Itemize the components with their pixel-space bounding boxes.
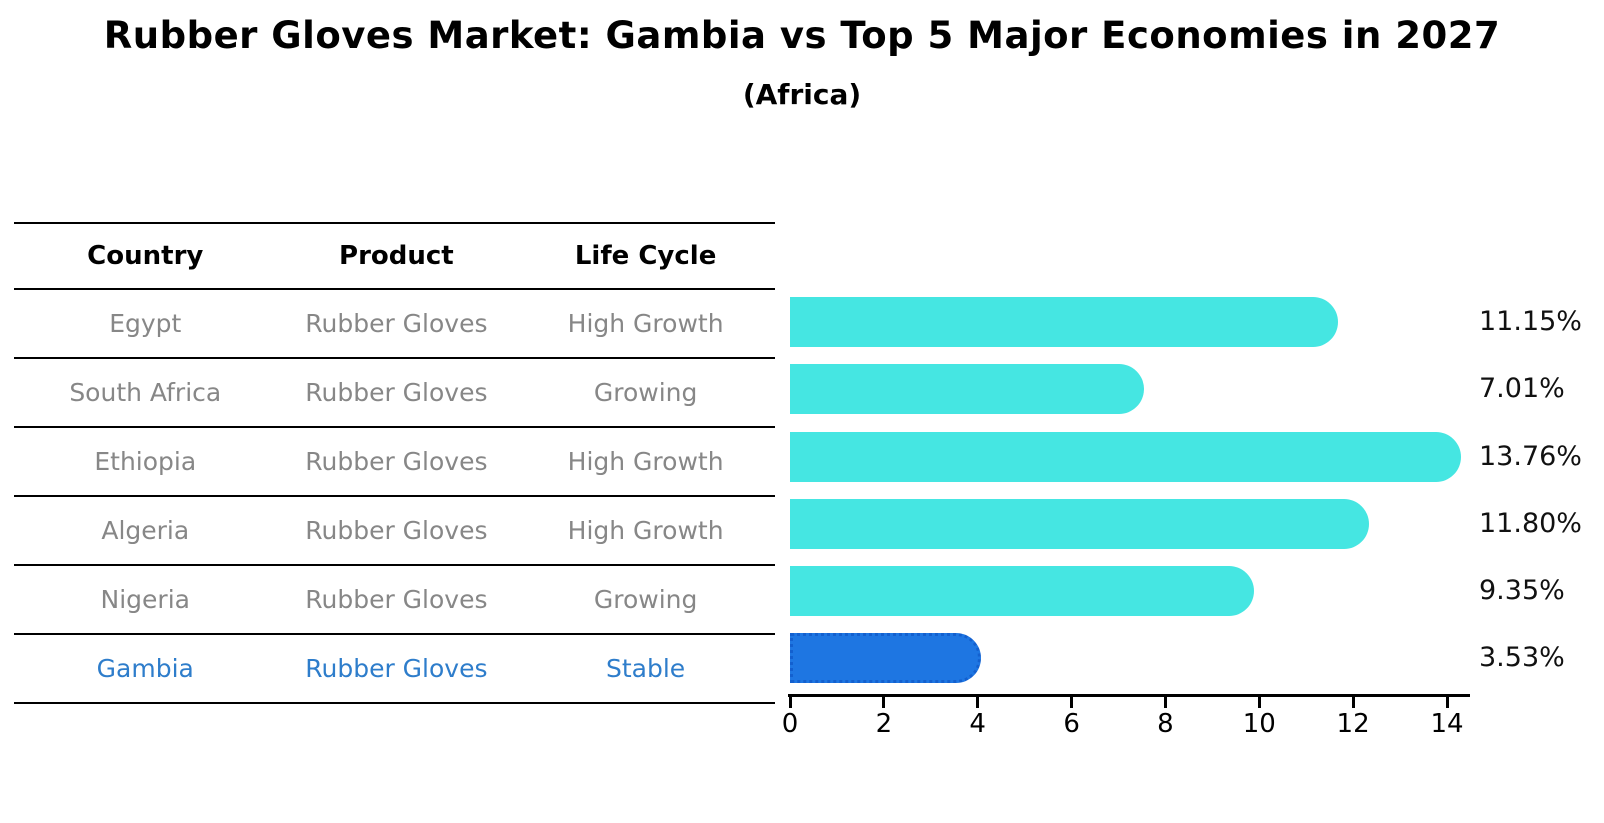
comparison-table: Country Product Life Cycle Egypt Rubber …: [14, 222, 775, 704]
cell-product: Rubber Gloves: [305, 516, 488, 545]
value-label-south-africa: 7.01%: [1479, 373, 1565, 404]
table-row-south-africa: South Africa Rubber Gloves Growing: [14, 359, 775, 428]
x-axis-line: [788, 694, 1470, 697]
table-row-gambia-highlighted: Gambia Rubber Gloves Stable: [14, 635, 775, 704]
value-label-nigeria: 9.35%: [1479, 575, 1565, 606]
value-label-egypt: 11.15%: [1479, 306, 1582, 337]
x-tick-mark: [788, 697, 792, 708]
cell-country: Ethiopia: [94, 447, 197, 476]
x-tick-label: 2: [875, 709, 893, 739]
table-header-row: Country Product Life Cycle: [14, 222, 775, 290]
bar-algeria: [790, 499, 1369, 549]
table-row-ethiopia: Ethiopia Rubber Gloves High Growth: [14, 428, 775, 497]
x-tick-label: 0: [781, 709, 799, 739]
cell-product: Rubber Gloves: [305, 309, 488, 338]
value-label-ethiopia: 13.76%: [1479, 441, 1582, 472]
cell-life-cycle: Growing: [593, 378, 698, 407]
x-tick-mark: [1163, 697, 1167, 708]
bar-nigeria: [790, 566, 1254, 616]
bar-south-africa: [790, 364, 1144, 414]
cell-country: Algeria: [101, 516, 190, 545]
cell-product: Rubber Gloves: [305, 654, 488, 683]
x-tick-label: 4: [969, 709, 986, 739]
column-header-country: Country: [87, 241, 204, 271]
table-row-algeria: Algeria Rubber Gloves High Growth: [14, 497, 775, 566]
chart-title: Rubber Gloves Market: Gambia vs Top 5 Ma…: [103, 14, 1501, 57]
cell-life-cycle: High Growth: [567, 447, 724, 476]
chart-subtitle: (Africa): [742, 78, 862, 111]
bar-ethiopia: [790, 432, 1461, 482]
x-tick-label: 12: [1336, 709, 1370, 739]
cell-product: Rubber Gloves: [305, 585, 488, 614]
x-tick-mark: [1070, 697, 1074, 708]
x-tick-label: 14: [1430, 709, 1464, 739]
column-header-product: Product: [339, 241, 454, 271]
x-tick-mark: [882, 697, 886, 708]
x-tick-mark: [1445, 697, 1449, 708]
x-tick-label: 10: [1242, 709, 1276, 739]
cell-life-cycle: Stable: [606, 654, 686, 683]
x-tick-label: 8: [1157, 709, 1174, 739]
x-tick-mark: [1351, 697, 1355, 708]
cell-product: Rubber Gloves: [305, 447, 488, 476]
x-tick-mark: [1257, 697, 1261, 708]
value-label-gambia: 3.53%: [1479, 642, 1565, 673]
x-tick-mark: [976, 697, 980, 708]
bar-egypt: [790, 297, 1339, 347]
cell-product: Rubber Gloves: [305, 378, 488, 407]
cell-life-cycle: High Growth: [567, 516, 724, 545]
cell-country: Gambia: [96, 654, 194, 683]
table-row-nigeria: Nigeria Rubber Gloves Growing: [14, 566, 775, 635]
cell-life-cycle: Growing: [593, 585, 698, 614]
cell-country: Nigeria: [100, 585, 190, 614]
x-tick-label: 6: [1063, 709, 1080, 739]
value-label-algeria: 11.80%: [1479, 508, 1582, 539]
cell-country: South Africa: [69, 378, 222, 407]
cell-country: Egypt: [109, 309, 182, 338]
column-header-life-cycle: Life Cycle: [574, 241, 717, 271]
table-row-egypt: Egypt Rubber Gloves High Growth: [14, 290, 775, 359]
bar-gambia-highlighted: [790, 633, 981, 683]
cell-life-cycle: High Growth: [567, 309, 724, 338]
